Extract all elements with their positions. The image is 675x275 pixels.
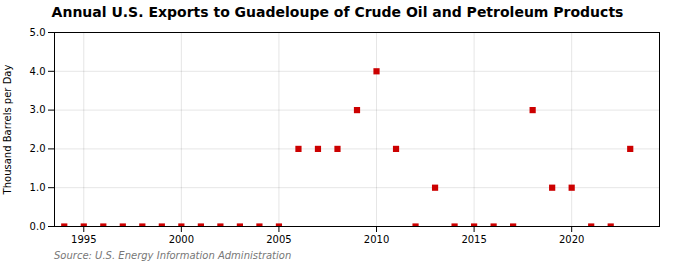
svg-text:5.0: 5.0 — [30, 27, 46, 38]
svg-text:2020: 2020 — [559, 234, 584, 245]
svg-text:1995: 1995 — [71, 234, 96, 245]
svg-text:2010: 2010 — [364, 234, 389, 245]
html-text:Source: U.S. Energy Informatio: Source: U.S. Energy Information Administ… — [54, 250, 292, 261]
svg-text:2015: 2015 — [461, 234, 486, 245]
svg-text:2000: 2000 — [169, 234, 194, 245]
svg-text:3.0: 3.0 — [30, 104, 46, 115]
html-text:Annual U.S. Exports to Guadelo: Annual U.S. Exports to Guadeloupe of Cru… — [51, 4, 624, 20]
svg-text:1.0: 1.0 — [30, 182, 46, 193]
svg-text:4.0: 4.0 — [30, 66, 46, 77]
svg-text:2005: 2005 — [266, 234, 291, 245]
svg-text:Thousand Barrels per Day: Thousand Barrels per Day — [2, 65, 13, 196]
svg-text:0.0: 0.0 — [30, 221, 46, 232]
svg-text:2.0: 2.0 — [30, 143, 46, 154]
